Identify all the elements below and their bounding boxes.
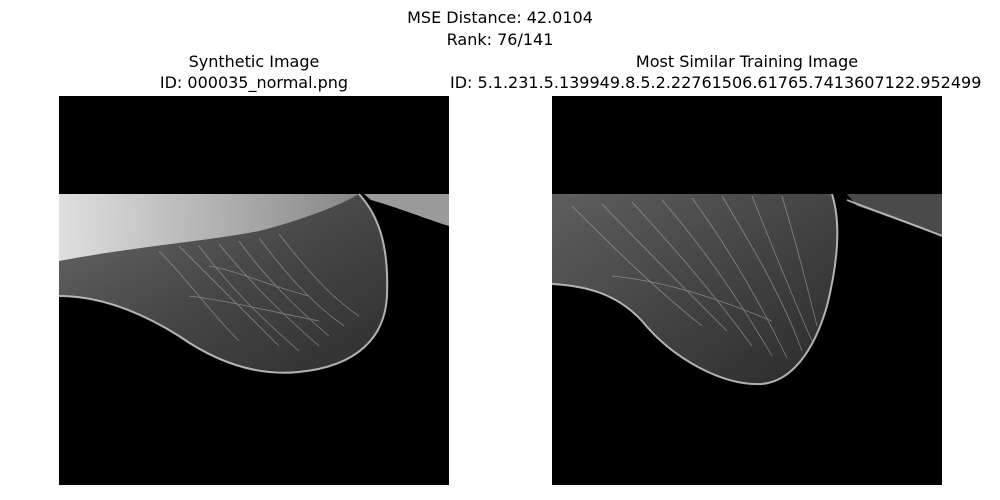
figure-title-mse: MSE Distance: 42.0104	[407, 8, 593, 27]
left-panel-title: Synthetic Image	[188, 52, 320, 71]
left-panel-id: ID: 000035_normal.png	[159, 73, 349, 92]
figure-title-rank: Rank: 76/141	[446, 30, 554, 49]
right-panel-id: ID: 5.1.231.5.139949.8.5.2.22761506.6176…	[450, 73, 982, 92]
synthetic-mammogram-image	[59, 96, 449, 485]
training-mammogram-image	[552, 96, 942, 485]
right-panel-title: Most Similar Training Image	[635, 52, 859, 71]
